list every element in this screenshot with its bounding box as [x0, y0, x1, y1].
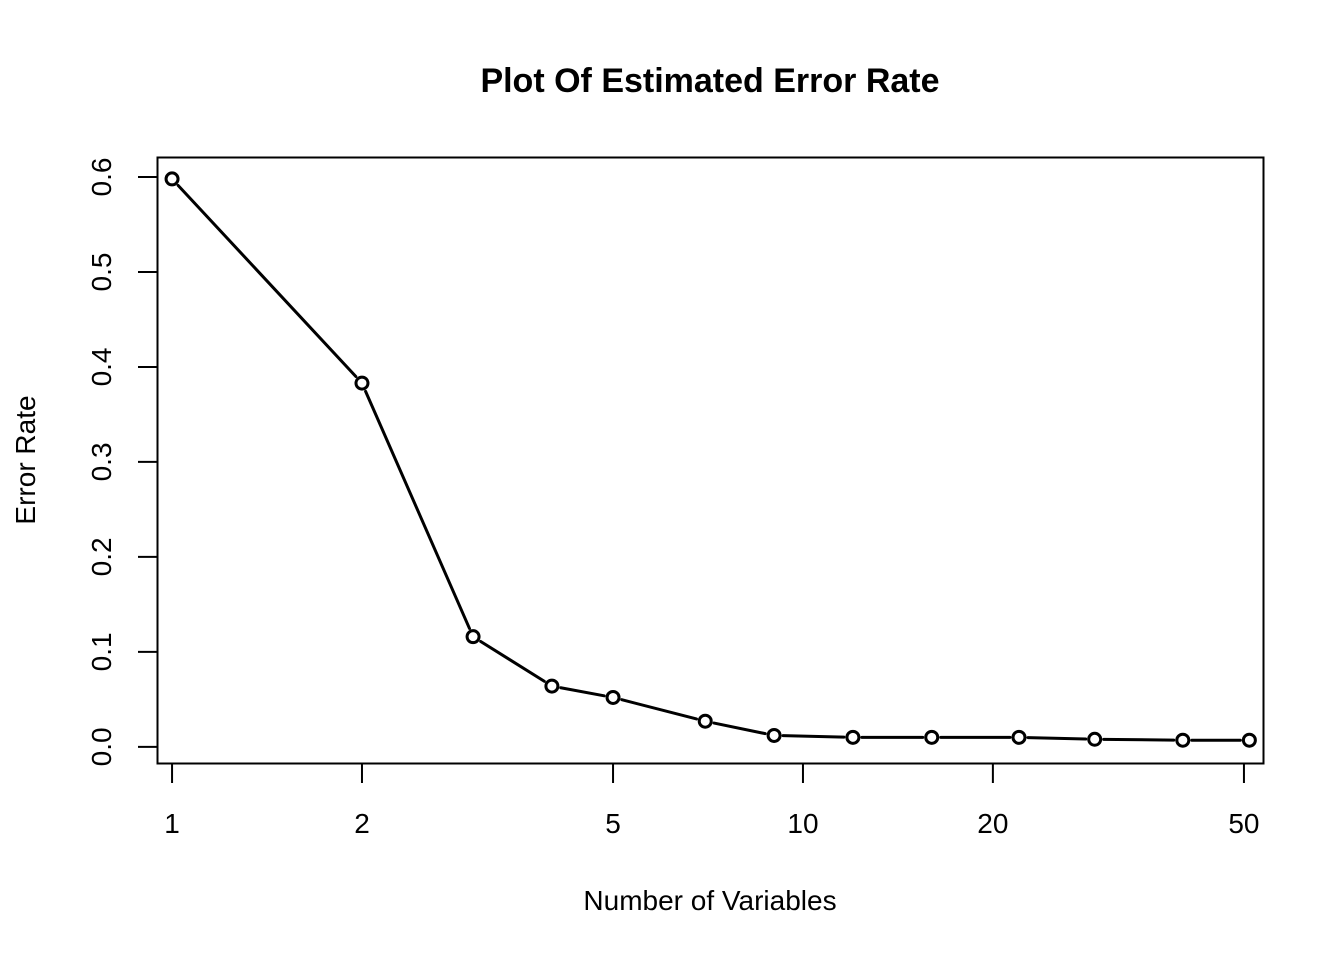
plot-frame [156, 156, 1265, 765]
y-tick-label: 0.3 [86, 442, 117, 481]
data-point [465, 629, 481, 645]
x-tick-label: 5 [605, 808, 621, 839]
series-layer [164, 171, 1257, 748]
series-line-segment [364, 389, 471, 630]
data-point [544, 678, 560, 694]
data-point [845, 729, 861, 745]
series-line-segment [712, 721, 767, 736]
y-tick-label: 0.4 [86, 347, 117, 386]
series-line-segment [1102, 737, 1176, 742]
data-point [1241, 732, 1257, 748]
chart-title: Plot Of Estimated Error Rate [480, 62, 939, 100]
data-point [924, 729, 940, 745]
y-axis: 0.0 0.1 0.2 0.3 0.4 0.5 0.6 [86, 158, 158, 766]
x-axis-label: Number of Variables [583, 885, 836, 916]
series-line-segment [559, 686, 606, 698]
data-point [697, 713, 713, 729]
y-tick-label: 0.5 [86, 253, 117, 292]
y-tick-label: 0.2 [86, 537, 117, 576]
series-line-segment [620, 698, 699, 721]
y-tick-label: 0.1 [86, 632, 117, 671]
x-tick-label: 20 [977, 808, 1008, 839]
series-line-segment [781, 734, 846, 739]
x-tick-label: 10 [787, 808, 818, 839]
series-line-segment [479, 639, 546, 683]
series-line-segment [1026, 736, 1088, 741]
y-tick-label: 0.6 [86, 158, 117, 197]
data-point [354, 375, 370, 391]
data-point [1011, 729, 1027, 745]
data-point [164, 171, 180, 187]
y-tick-label: 0.0 [86, 727, 117, 766]
y-axis-label: Error Rate [10, 395, 41, 524]
x-tick-label: 2 [354, 808, 370, 839]
data-point [1087, 731, 1103, 747]
data-point [1175, 732, 1191, 748]
x-axis: 1 2 5 10 20 50 [164, 763, 1260, 839]
data-point [766, 727, 782, 743]
series-line-segment [176, 183, 358, 379]
x-tick-label: 50 [1228, 808, 1259, 839]
data-point [605, 689, 621, 705]
x-tick-label: 1 [164, 808, 180, 839]
